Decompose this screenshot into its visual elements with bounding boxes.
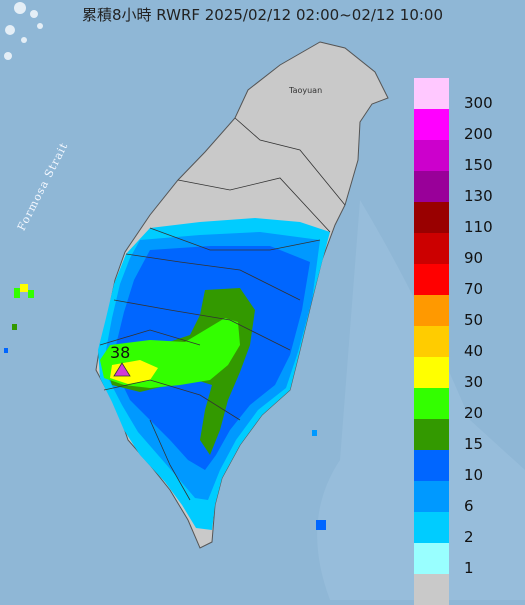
county-boundaries xyxy=(99,117,346,501)
legend-label: 2 xyxy=(464,528,474,546)
legend-labels: 300 200 150 130 110 90 70 50 40 30 20 15 10 6 2 1 xyxy=(464,78,524,605)
legend-swatch xyxy=(414,295,449,326)
legend-swatch xyxy=(414,264,449,295)
legend-swatch xyxy=(414,109,449,140)
legend-label: 1 xyxy=(464,559,474,577)
city-label: Taoyuan xyxy=(289,86,323,95)
peak-value-label: 38 xyxy=(110,343,131,362)
legend-label: 130 xyxy=(464,187,493,205)
legend-swatch xyxy=(414,357,449,388)
legend-label: 110 xyxy=(464,218,493,236)
legend-label xyxy=(464,574,524,605)
legend-swatch xyxy=(414,388,449,419)
legend-label: 300 xyxy=(464,94,493,112)
offshore-rain xyxy=(4,284,326,530)
legend-label: 15 xyxy=(464,435,484,453)
cloud-specks xyxy=(4,2,43,60)
legend-label: 50 xyxy=(464,311,484,329)
legend-swatch xyxy=(414,78,449,109)
legend-swatch xyxy=(414,140,449,171)
legend-colorbar xyxy=(414,78,449,605)
legend-label: 6 xyxy=(464,497,474,515)
legend-swatch xyxy=(414,481,449,512)
legend-label: 20 xyxy=(464,404,484,422)
legend-label: 70 xyxy=(464,280,484,298)
legend-label: 10 xyxy=(464,466,484,484)
legend-swatch xyxy=(414,233,449,264)
legend-swatch xyxy=(414,450,449,481)
legend-swatch xyxy=(414,326,449,357)
legend-swatch xyxy=(414,202,449,233)
legend-label: 200 xyxy=(464,125,493,143)
legend-label: 30 xyxy=(464,373,484,391)
legend-swatch xyxy=(414,419,449,450)
legend-swatch xyxy=(414,543,449,574)
legend-swatch xyxy=(414,512,449,543)
triangle-marker xyxy=(113,362,131,377)
legend-label: 150 xyxy=(464,156,493,174)
legend-swatch xyxy=(414,574,449,605)
map-title: 累積8小時 RWRF 2025/02/12 02:00~02/12 10:00 xyxy=(81,6,444,24)
legend-label: 90 xyxy=(464,249,484,267)
legend-label: 40 xyxy=(464,342,484,360)
legend-swatch xyxy=(414,171,449,202)
